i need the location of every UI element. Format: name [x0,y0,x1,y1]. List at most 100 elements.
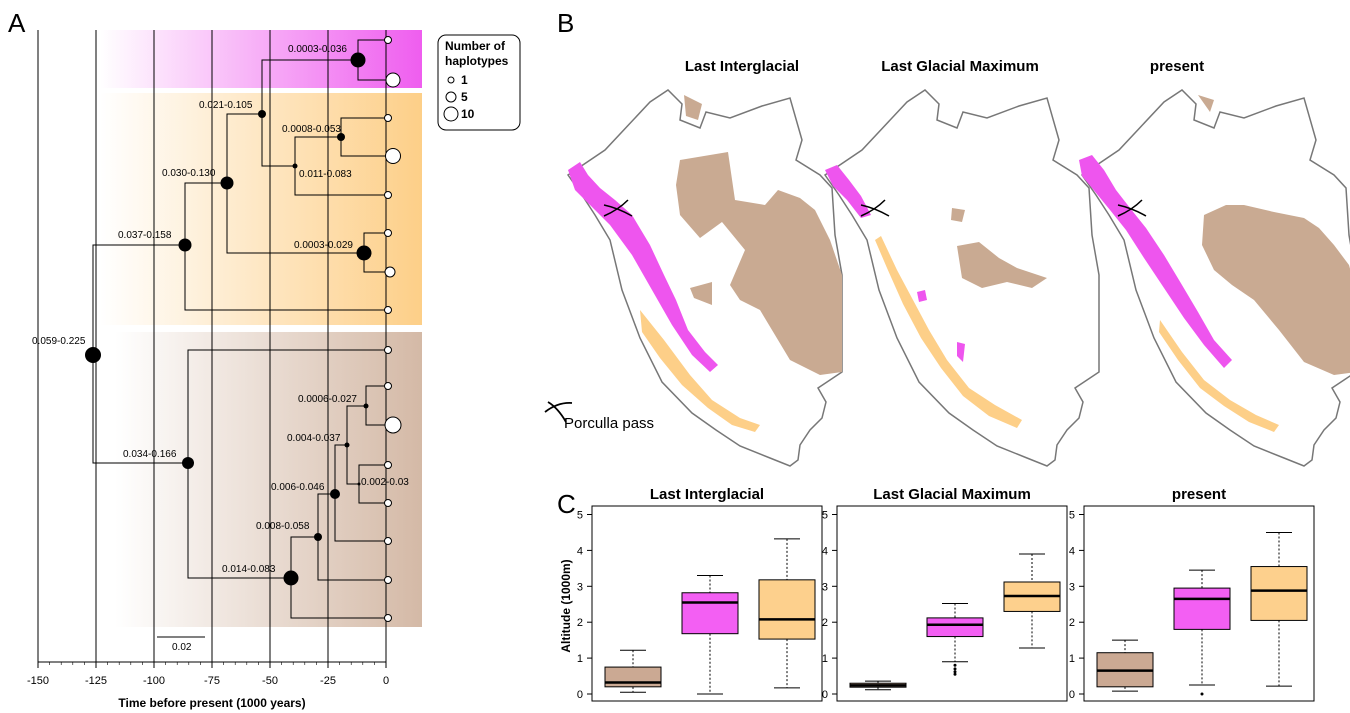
habitat-pink [1079,155,1232,368]
panel-label-b: B [557,8,574,38]
tip [384,382,392,390]
node-label: 0.011-0.083 [299,169,352,180]
box-brown [1096,639,1154,692]
orange-clade-band [100,93,422,325]
box-iqr [1173,587,1231,630]
legend-title-line1: Number of [445,39,506,53]
time-tick-label: -125 [85,675,107,687]
tip [384,346,392,354]
node-label: 0.0008-0.053 [282,124,341,135]
box-iqr [926,617,984,638]
tip [384,614,392,622]
box-iqr [1250,566,1308,621]
legend-circle-1 [447,76,455,84]
boxplot-title: present [1172,486,1226,503]
y-tick-label: 0 [822,689,828,701]
node-root [85,347,101,363]
node-label: 0.0003-0.036 [288,44,347,55]
time-gridlines [37,30,387,662]
time-tick-label: -75 [204,675,220,687]
y-tick-label: 5 [577,510,583,522]
habitat-brown [957,242,1047,288]
habitat-orange [875,236,1022,428]
boxplot-panel: Last Interglacial 0 1 2 3 4 5 [577,486,823,702]
porculla-pass-label: Porculla pass [564,415,654,432]
node [350,52,366,68]
time-axis-title: Time before present (1000 years) [118,696,305,710]
outlier-point [953,672,957,676]
y-tick-label: 0 [1069,689,1075,701]
map-title-present: present [1150,58,1204,75]
panel-label-a: A [8,8,26,38]
node-label: 0.059-0.225 [32,336,86,347]
y-tick-label: 2 [822,617,828,629]
tip [384,36,392,44]
node [220,176,234,190]
porculla-pass-symbol [603,199,633,217]
node-labels: 0.0003-0.036 0.021-0.105 0.0008-0.053 0.… [32,44,409,575]
habitat-orange [1159,320,1279,432]
node-label: 0.0003-0.029 [294,240,353,251]
time-tick-label: 0 [383,675,389,687]
y-tick-label: 1 [1069,653,1075,665]
peru-outline [566,89,843,467]
tree-branches [92,39,388,619]
time-tick-label: -50 [262,675,278,687]
y-tick-label: 2 [1069,617,1075,629]
node-label: 0.004-0.037 [287,433,341,444]
legend-title-line2: haplotypes [445,54,509,68]
node [292,163,298,169]
habitat-pink [568,162,718,372]
node [178,238,192,252]
box-pink [1173,569,1231,696]
y-tick-label: 1 [822,653,828,665]
box-brown [849,680,907,691]
tip [384,114,392,122]
porculla-pass-legend-symbol [544,401,573,423]
tree-tips [384,36,402,622]
legend-circle-5 [445,91,457,103]
boxplot-frame [1083,505,1315,702]
habitat-pink [825,165,871,218]
node [283,570,299,586]
box-iqr [604,666,662,688]
boxplot-panel: Last Glacial Maximum 0 1 2 3 4 5 [822,486,1068,702]
y-tick-label: 3 [822,581,828,593]
y-tick-label: 0 [577,689,583,701]
map-title-lgm: Last Glacial Maximum [881,58,1039,75]
pink-clade-band [100,30,422,88]
node-label: 0.030-0.130 [162,168,216,179]
node-label: 0.008-0.058 [256,521,310,532]
panel-label-c: C [557,489,576,519]
node [330,489,340,499]
outlier-point [953,663,957,667]
box-iqr [758,579,816,640]
node-label: 0.021-0.105 [199,100,253,111]
tip [384,266,396,278]
y-tick-label: 1 [577,653,583,665]
node [337,133,345,141]
node-label: 0.002-0.03 [361,477,409,488]
y-tick-label: 2 [577,617,583,629]
habitat-brown [951,208,965,222]
boxplot-frame [591,505,823,702]
tip [385,148,401,164]
boxplot-title: Last Interglacial [650,486,764,503]
habitat-brown [690,282,712,305]
y-tick-label: 3 [577,581,583,593]
legend-label-5: 5 [461,90,468,104]
legend-label-1: 1 [461,73,468,87]
node-label: 0.0006-0.027 [298,394,357,405]
node-label: 0.006-0.046 [271,482,325,493]
boxplot-panel: present 0 1 2 3 4 5 [1069,486,1315,702]
box-pink [926,603,984,676]
map-last-interglacial [566,89,843,467]
node-label: 0.014-0.083 [222,564,276,575]
habitat-pink [917,290,927,302]
tip [384,576,392,584]
habitat-brown [1198,95,1214,112]
time-axis-ticks: -150 -125 -100 -75 -50 -25 0 [27,662,389,687]
map-present [1079,89,1350,467]
box-pink [681,575,739,695]
